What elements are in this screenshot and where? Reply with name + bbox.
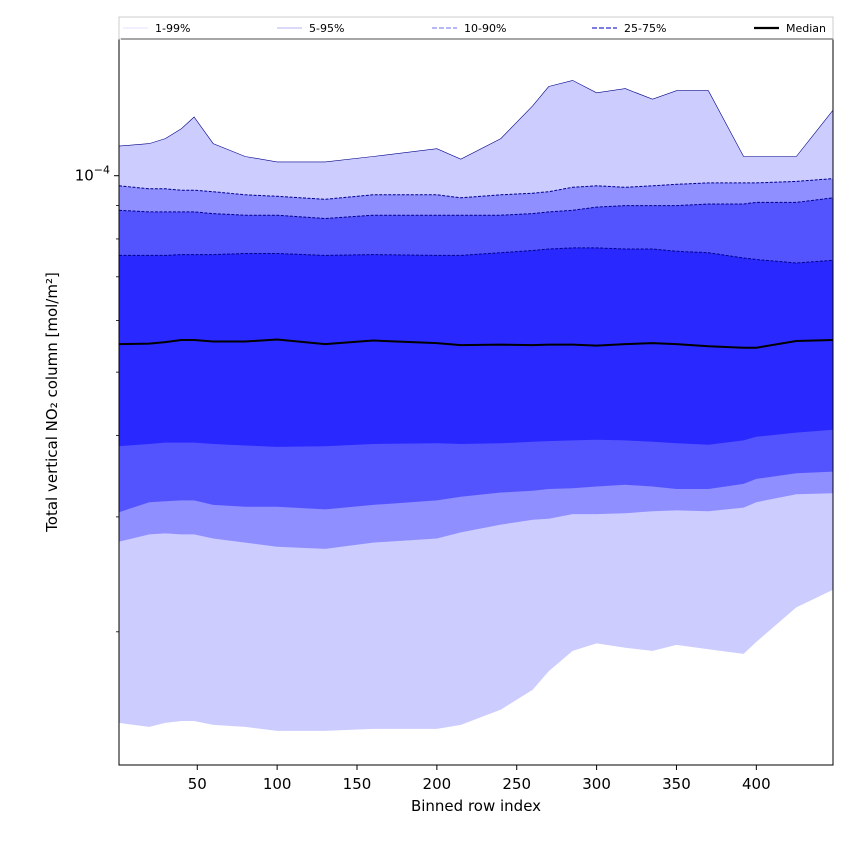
legend-label: Median: [786, 22, 826, 35]
band-upper-edge-25-75pct: [119, 247, 833, 264]
median-layer: [119, 338, 833, 349]
y-axis-label: Total vertical NO₂ column [mol/m²]: [43, 272, 61, 533]
x-tick-label: 250: [502, 775, 531, 793]
percentile-bands: [119, 80, 833, 731]
band-upper-edge-10-90pct: [119, 197, 833, 220]
y-axis: 10−4: [75, 164, 119, 633]
x-axis: 50 100 150 200 250 300 350 400: [188, 765, 771, 793]
median-line: [119, 338, 833, 349]
x-tick-label: 400: [742, 775, 771, 793]
band-upper-edge-5-95pct: [119, 178, 833, 200]
x-tick-label: 200: [423, 775, 452, 793]
x-tick-label: 350: [662, 775, 691, 793]
legend-label: 25-75%: [624, 22, 666, 35]
band-25-75pct: [119, 247, 833, 447]
x-axis-label: Binned row index: [411, 797, 541, 815]
legend-label: 1-99%: [155, 22, 190, 35]
x-tick-label: 150: [343, 775, 372, 793]
y-tick-label: 10−4: [75, 164, 110, 185]
band-upper-edge-1-99pct: [119, 80, 833, 163]
legend-label: 10-90%: [464, 22, 506, 35]
legend-label: 5-95%: [309, 22, 344, 35]
x-tick-label: 300: [582, 775, 611, 793]
x-tick-label: 100: [263, 775, 292, 793]
legend: 1-99% 5-95% 10-90% 25-75% Median: [118, 16, 834, 40]
x-tick-label: 50: [188, 775, 207, 793]
